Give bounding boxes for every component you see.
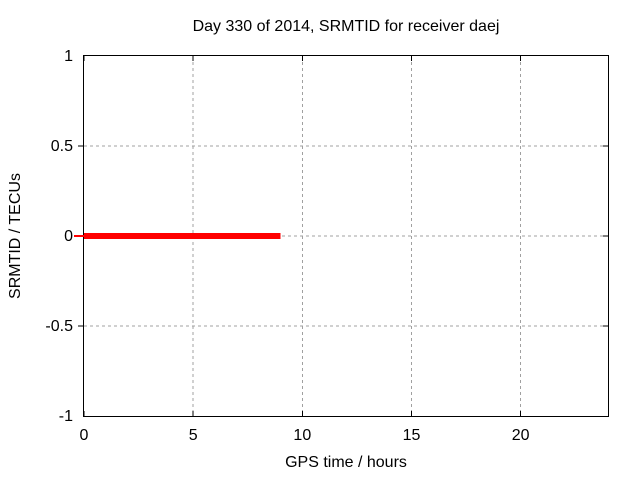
y-tick-label: 0.5 bbox=[51, 138, 73, 155]
x-tick-label: 15 bbox=[403, 427, 421, 444]
x-tick-label: 20 bbox=[512, 427, 530, 444]
x-tick-label: 5 bbox=[189, 427, 198, 444]
label-layer: Day 330 of 2014, SRMTID for receiver dae… bbox=[7, 18, 530, 471]
tick-layer bbox=[74, 56, 608, 416]
x-tick-label: 0 bbox=[80, 427, 89, 444]
y-tick-label: 1 bbox=[64, 48, 73, 65]
y-axis-label: SRMTID / TECUs bbox=[7, 173, 24, 299]
x-axis-label: GPS time / hours bbox=[285, 454, 407, 471]
chart-title: Day 330 of 2014, SRMTID for receiver dae… bbox=[193, 18, 500, 35]
x-tick-label: 10 bbox=[293, 427, 311, 444]
y-tick-label: -1 bbox=[59, 408, 73, 425]
y-tick-label: -0.5 bbox=[45, 318, 73, 335]
y-tick-label: 0 bbox=[64, 228, 73, 245]
